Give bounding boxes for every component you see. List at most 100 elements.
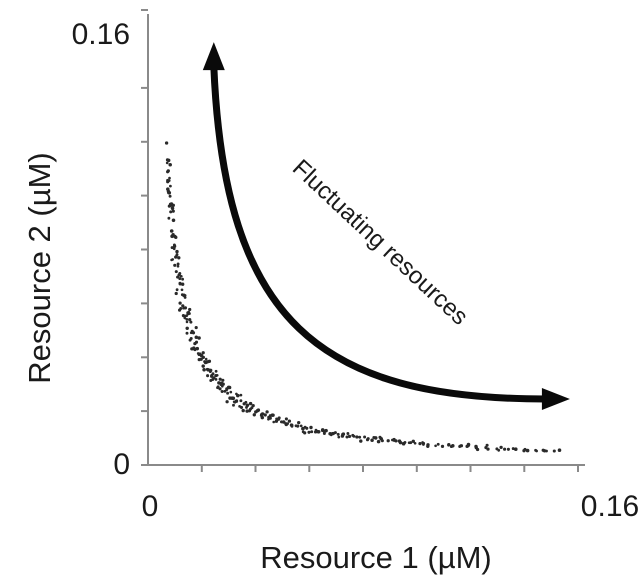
data-point — [229, 390, 233, 394]
data-point — [535, 449, 538, 453]
data-point — [336, 432, 340, 436]
data-point — [167, 191, 172, 195]
data-point — [495, 447, 499, 451]
data-point — [485, 443, 489, 447]
data-point — [376, 439, 381, 444]
data-point — [263, 413, 267, 417]
data-point — [239, 399, 243, 403]
data-point — [207, 359, 212, 363]
data-point — [214, 369, 218, 373]
fluctuating-resources-annotation: Fluctuating resources — [287, 154, 473, 330]
data-point — [171, 218, 176, 223]
x-tick-label-zero: 0 — [142, 490, 159, 523]
data-points — [164, 141, 562, 453]
data-point — [171, 209, 175, 213]
data-point — [178, 301, 182, 305]
data-point — [188, 307, 192, 312]
data-point — [486, 447, 490, 451]
data-point — [232, 403, 235, 407]
data-point — [310, 430, 314, 434]
data-point — [525, 448, 530, 453]
data-point — [194, 326, 198, 330]
data-point — [345, 435, 349, 439]
data-point — [245, 405, 248, 409]
data-point — [347, 434, 352, 439]
data-point — [166, 158, 171, 163]
y-axis-ticks — [141, 9, 148, 466]
data-point — [178, 282, 182, 286]
data-point — [221, 378, 225, 382]
data-point — [183, 306, 188, 310]
data-point — [259, 413, 263, 417]
data-point — [208, 368, 213, 373]
data-point — [307, 430, 311, 434]
data-point — [341, 432, 346, 436]
data-point — [352, 434, 356, 438]
data-point — [296, 424, 300, 428]
x-axis-ticks — [200, 465, 579, 472]
data-point — [355, 435, 359, 439]
data-point — [241, 408, 245, 413]
data-point — [179, 306, 183, 311]
data-point — [434, 444, 437, 448]
data-point — [201, 355, 205, 360]
data-point — [169, 229, 174, 233]
data-point — [290, 423, 294, 427]
y-tick-label-max: 0.16 — [72, 18, 130, 51]
data-point — [330, 432, 335, 436]
data-point — [303, 431, 307, 435]
data-point — [277, 416, 281, 420]
data-point — [474, 444, 478, 449]
data-point — [255, 410, 258, 414]
data-point — [194, 335, 199, 340]
data-point — [286, 422, 290, 425]
data-point — [174, 235, 178, 240]
data-point — [189, 320, 193, 324]
data-point — [236, 393, 240, 398]
data-point — [447, 443, 450, 447]
arrow-head-top — [202, 42, 225, 71]
data-point — [413, 441, 417, 445]
data-point — [392, 437, 396, 441]
data-point — [225, 400, 229, 404]
data-point — [401, 441, 406, 446]
data-point — [189, 337, 193, 340]
data-point — [173, 263, 177, 267]
data-point — [185, 318, 189, 321]
data-point — [373, 436, 378, 440]
data-point — [188, 317, 192, 322]
data-point — [181, 304, 185, 308]
data-point — [324, 428, 328, 433]
data-point — [206, 374, 210, 378]
data-point — [552, 449, 556, 453]
data-point — [315, 429, 319, 434]
data-point — [175, 253, 179, 257]
data-point — [188, 312, 191, 315]
data-point — [265, 410, 269, 414]
data-point — [451, 444, 455, 448]
data-point — [165, 161, 169, 165]
data-point — [466, 444, 470, 448]
trend-arrow — [210, 65, 546, 403]
data-point — [386, 439, 390, 443]
data-point — [199, 357, 203, 361]
data-point — [175, 288, 179, 292]
y-tick-label-zero: 0 — [113, 448, 130, 481]
data-point — [284, 417, 288, 421]
data-point — [411, 439, 415, 443]
data-point — [197, 336, 201, 340]
data-point — [211, 372, 215, 376]
data-point — [205, 367, 209, 371]
data-point — [244, 400, 248, 404]
data-point — [299, 424, 303, 428]
data-point — [421, 441, 426, 446]
data-point — [268, 416, 272, 420]
data-point — [221, 382, 225, 386]
data-point — [511, 447, 515, 451]
data-point — [178, 277, 182, 281]
data-point — [370, 438, 374, 443]
data-point — [358, 435, 362, 439]
data-point — [346, 432, 350, 435]
data-point — [220, 389, 224, 394]
